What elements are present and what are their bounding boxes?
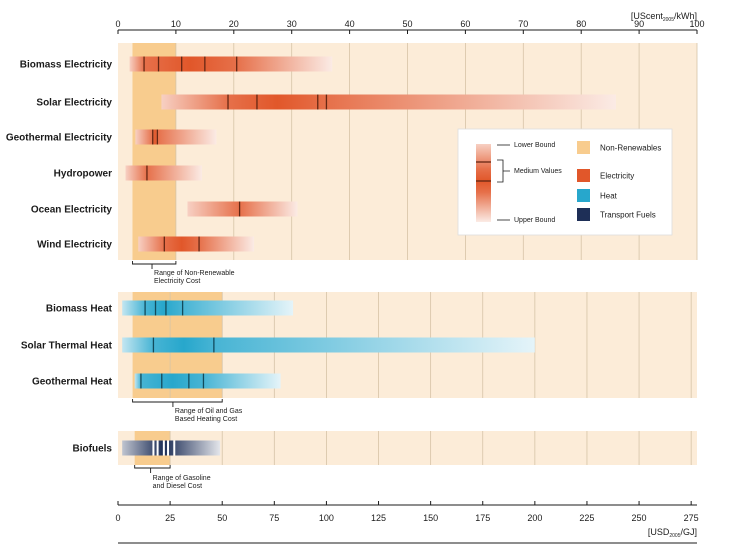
range-bracket	[134, 465, 171, 469]
range-note: Based Heating Cost	[175, 416, 237, 423]
top-axis-tick-label: 70	[518, 19, 528, 29]
top-axis-tick-label: 60	[460, 19, 470, 29]
bottom-axis-tick-label: 150	[423, 513, 438, 523]
legend-upper-bound: Upper Bound	[514, 217, 555, 224]
top-axis-tick-label: 100	[689, 19, 704, 29]
nonrenewable-range-band	[132, 43, 176, 260]
legend-lower-bound: Lower Bound	[514, 142, 555, 149]
bottom-axis-tick-label: 0	[115, 513, 120, 523]
category-label: Wind Electricity	[37, 240, 112, 251]
top-axis-tick-label: 80	[576, 19, 586, 29]
legend-entry: Heat	[600, 192, 618, 201]
bottom-axis-unit: [USD2005/GJ]	[648, 527, 697, 539]
top-axis-tick-label: 30	[287, 19, 297, 29]
category-label: Ocean Electricity	[31, 205, 113, 216]
bottom-axis-tick-label: 50	[217, 513, 227, 523]
bar-biofuels	[122, 440, 221, 456]
legend-entry: Electricity	[600, 172, 634, 181]
legend-leader	[497, 159, 510, 183]
category-label: Geothermal Electricity	[6, 133, 113, 144]
bar-geothermal-heat	[134, 373, 281, 389]
category-label: Geothermal Heat	[32, 377, 113, 388]
category-label: Solar Thermal Heat	[21, 341, 113, 352]
category-label: Biomass Electricity	[20, 60, 113, 71]
top-axis-tick-label: 90	[634, 19, 644, 29]
top-axis-unit: [UScent2005/kWh]	[631, 11, 697, 23]
legend-sample-bar	[476, 144, 491, 222]
bar-solar-electricity	[161, 94, 616, 110]
legend-entry: Transport Fuels	[600, 211, 656, 220]
bar-solar-thermal-heat	[122, 337, 535, 353]
bottom-axis-tick-label: 225	[579, 513, 594, 523]
legend-swatch	[577, 189, 590, 202]
category-label: Solar Electricity	[36, 98, 112, 109]
category-label: Biofuels	[73, 444, 113, 455]
legend-swatch	[577, 169, 590, 182]
range-note: Range of Oil and Gas	[175, 408, 243, 415]
top-axis-tick-label: 0	[115, 19, 120, 29]
bottom-axis-tick-label: 25	[165, 513, 175, 523]
legend-medium-values: Medium Values	[514, 168, 562, 175]
category-label: Biomass Heat	[46, 304, 113, 315]
bottom-axis-tick-label: 200	[527, 513, 542, 523]
legend-swatch	[577, 208, 590, 221]
top-axis-tick-label: 10	[171, 19, 181, 29]
legend-entry: Non-Renewables	[600, 144, 661, 153]
category-label: Hydropower	[54, 169, 112, 180]
bar-biomass-heat	[122, 300, 294, 316]
bar-hydropower	[125, 165, 202, 181]
top-axis-tick-label: 20	[229, 19, 239, 29]
legend-swatch	[577, 141, 590, 154]
bottom-axis-tick-label: 100	[319, 513, 334, 523]
bottom-axis-tick-label: 125	[371, 513, 386, 523]
range-note: Range of Non-Renewable	[154, 270, 235, 277]
bottom-axis-tick-label: 275	[684, 513, 699, 523]
legend-box	[457, 128, 673, 236]
range-bracket	[132, 399, 223, 403]
bottom-axis-tick-label: 75	[269, 513, 279, 523]
bar-geothermal-electricity	[135, 129, 217, 145]
top-axis-tick-label: 40	[345, 19, 355, 29]
range-note: and Diesel Cost	[153, 483, 202, 490]
bottom-axis-tick-label: 175	[475, 513, 490, 523]
bar-wind-electricity	[138, 236, 255, 252]
range-note: Range of Gasoline	[153, 475, 211, 482]
range-bracket	[132, 261, 177, 265]
top-axis-tick-label: 50	[402, 19, 412, 29]
bar-ocean-electricity	[187, 201, 298, 217]
bottom-axis-tick-label: 250	[632, 513, 647, 523]
bar-biomass-electricity	[129, 56, 333, 72]
range-note: Electricity Cost	[154, 278, 200, 285]
